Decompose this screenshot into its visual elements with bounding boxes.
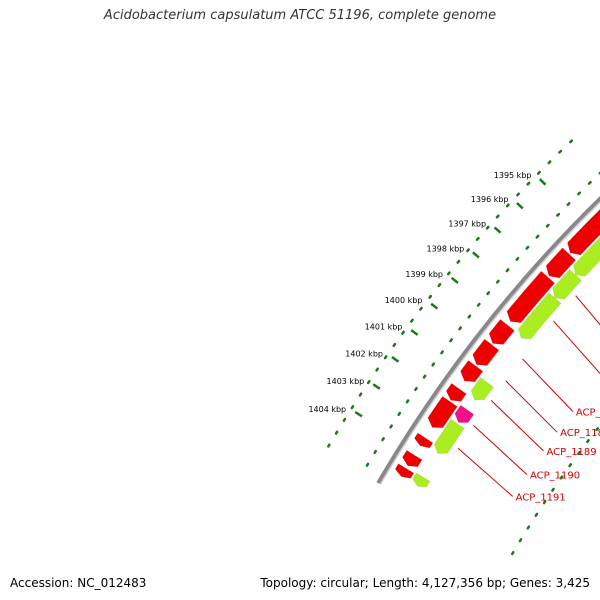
gene-label: ACP_1190 [530,471,580,482]
gene-feature [470,377,494,401]
gene-feature [573,237,600,277]
tick-label: 1398 kbp [427,244,465,253]
gene-feature [433,418,465,454]
gene-features [394,208,600,488]
label-leader [505,380,558,433]
scale-tick [538,178,547,186]
tick-label: 1400 kbp [385,296,423,305]
label-leader [473,425,528,476]
gene-feature [506,270,556,323]
scale-tick [430,302,439,310]
gene-feature [545,247,577,279]
label-leader [457,447,513,497]
gene-feature [460,360,484,383]
gene-feature [414,432,434,449]
gene-feature [518,292,562,340]
gene-labels: ACP_1184ACP_1185ACP_1186ACP_1187ACP_1188… [457,295,600,503]
label-leader [575,295,600,326]
gene-label: ACP_1187 [576,407,600,418]
gene-label: ACP_1191 [516,492,566,503]
label-leader [522,358,574,412]
backbone-highlight [379,201,600,485]
tick-label: 1402 kbp [345,350,383,359]
gene-feature [472,338,500,366]
scale-tick [354,411,363,418]
map-title: Acidobacterium capsulatum ATCC 51196, co… [103,8,497,23]
scale-tick [372,383,381,390]
tick-label: 1401 kbp [365,323,403,332]
gene-feature [567,208,600,256]
tick-label: 1396 kbp [471,195,509,204]
label-leader [553,320,600,375]
scale-tick [391,355,400,363]
gene-label: ACP_1189 [547,447,597,458]
gene-feature [412,472,431,488]
backbone-line [376,196,600,485]
dotted-guide-1 [360,171,600,475]
gene-feature [445,383,467,402]
scale-tick [516,202,524,210]
gene-feature [552,269,582,300]
gene-feature [394,463,415,479]
tick-label: 1403 kbp [327,377,365,386]
gene-feature [454,404,475,423]
scale-tick [410,329,419,336]
tick-label: 1399 kbp [405,270,443,279]
tick-label: 1397 kbp [448,219,486,228]
dotted-guide-2 [323,139,573,454]
dotted-guide-3 [507,423,600,561]
gene-feature [402,449,423,468]
backbone [376,196,600,485]
scale-tick [450,276,459,284]
tick-label: 1395 kbp [494,171,532,180]
scale-ticks: 1395 kbp 1396 kbp 1397 kbp 1398 kbp 1399 kbp… [308,171,547,418]
gene-label: ACP_1188 [560,428,600,439]
gene-feature [488,319,515,345]
accession-text: Accession: NC_012483 [10,576,147,590]
scale-tick [493,226,502,234]
dotted-guides [323,139,600,561]
scale-tick [472,251,480,259]
topology-text: Topology: circular; Length: 4,127,356 bp… [260,576,590,590]
label-leader [490,400,544,452]
gene-feature [427,395,458,428]
tick-label: 1404 kbp [308,405,346,414]
